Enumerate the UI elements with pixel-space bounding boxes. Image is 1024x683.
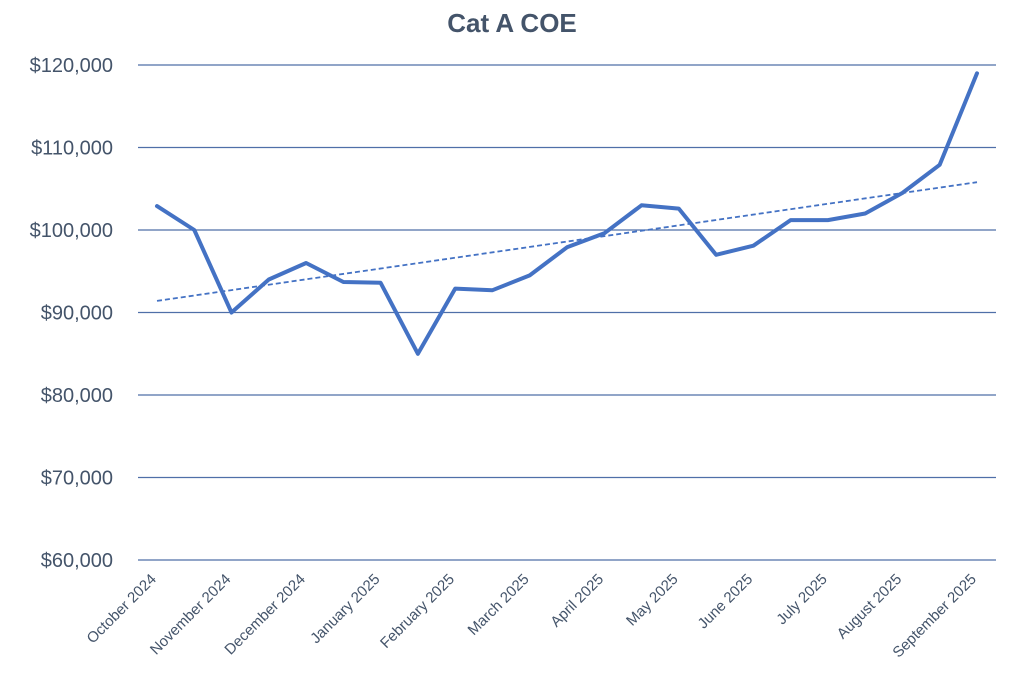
x-tick-label: May 2025 xyxy=(623,571,682,630)
x-tick-label: August 2025 xyxy=(834,571,906,643)
y-axis-tick-labels: $60,000 $70,000 $80,000 $90,000 $100,000 $110… xyxy=(30,55,113,572)
chart-title: Cat A COE xyxy=(447,8,577,38)
x-tick-label: January 2025 xyxy=(307,571,383,647)
trendline xyxy=(156,181,978,302)
x-tick-label: June 2025 xyxy=(695,571,757,633)
y-tick-label: $100,000 xyxy=(30,220,113,242)
y-tick-label: $120,000 xyxy=(30,55,113,77)
y-tick-label: $80,000 xyxy=(41,385,113,407)
x-tick-label: October 2024 xyxy=(84,571,160,647)
y-tick-label: $60,000 xyxy=(41,550,113,572)
y-tick-label: $90,000 xyxy=(41,303,113,325)
x-tick-label: April 2025 xyxy=(547,571,607,631)
x-tick-label: July 2025 xyxy=(773,571,830,628)
x-tick-label: March 2025 xyxy=(465,571,533,639)
series-lines xyxy=(155,71,979,356)
gridlines xyxy=(138,64,996,561)
series-line xyxy=(155,71,979,356)
x-tick-label: December 2024 xyxy=(221,571,308,658)
y-tick-label: $110,000 xyxy=(31,138,113,160)
x-tick-label: February 2025 xyxy=(377,571,458,652)
y-tick-label: $70,000 xyxy=(41,468,113,490)
